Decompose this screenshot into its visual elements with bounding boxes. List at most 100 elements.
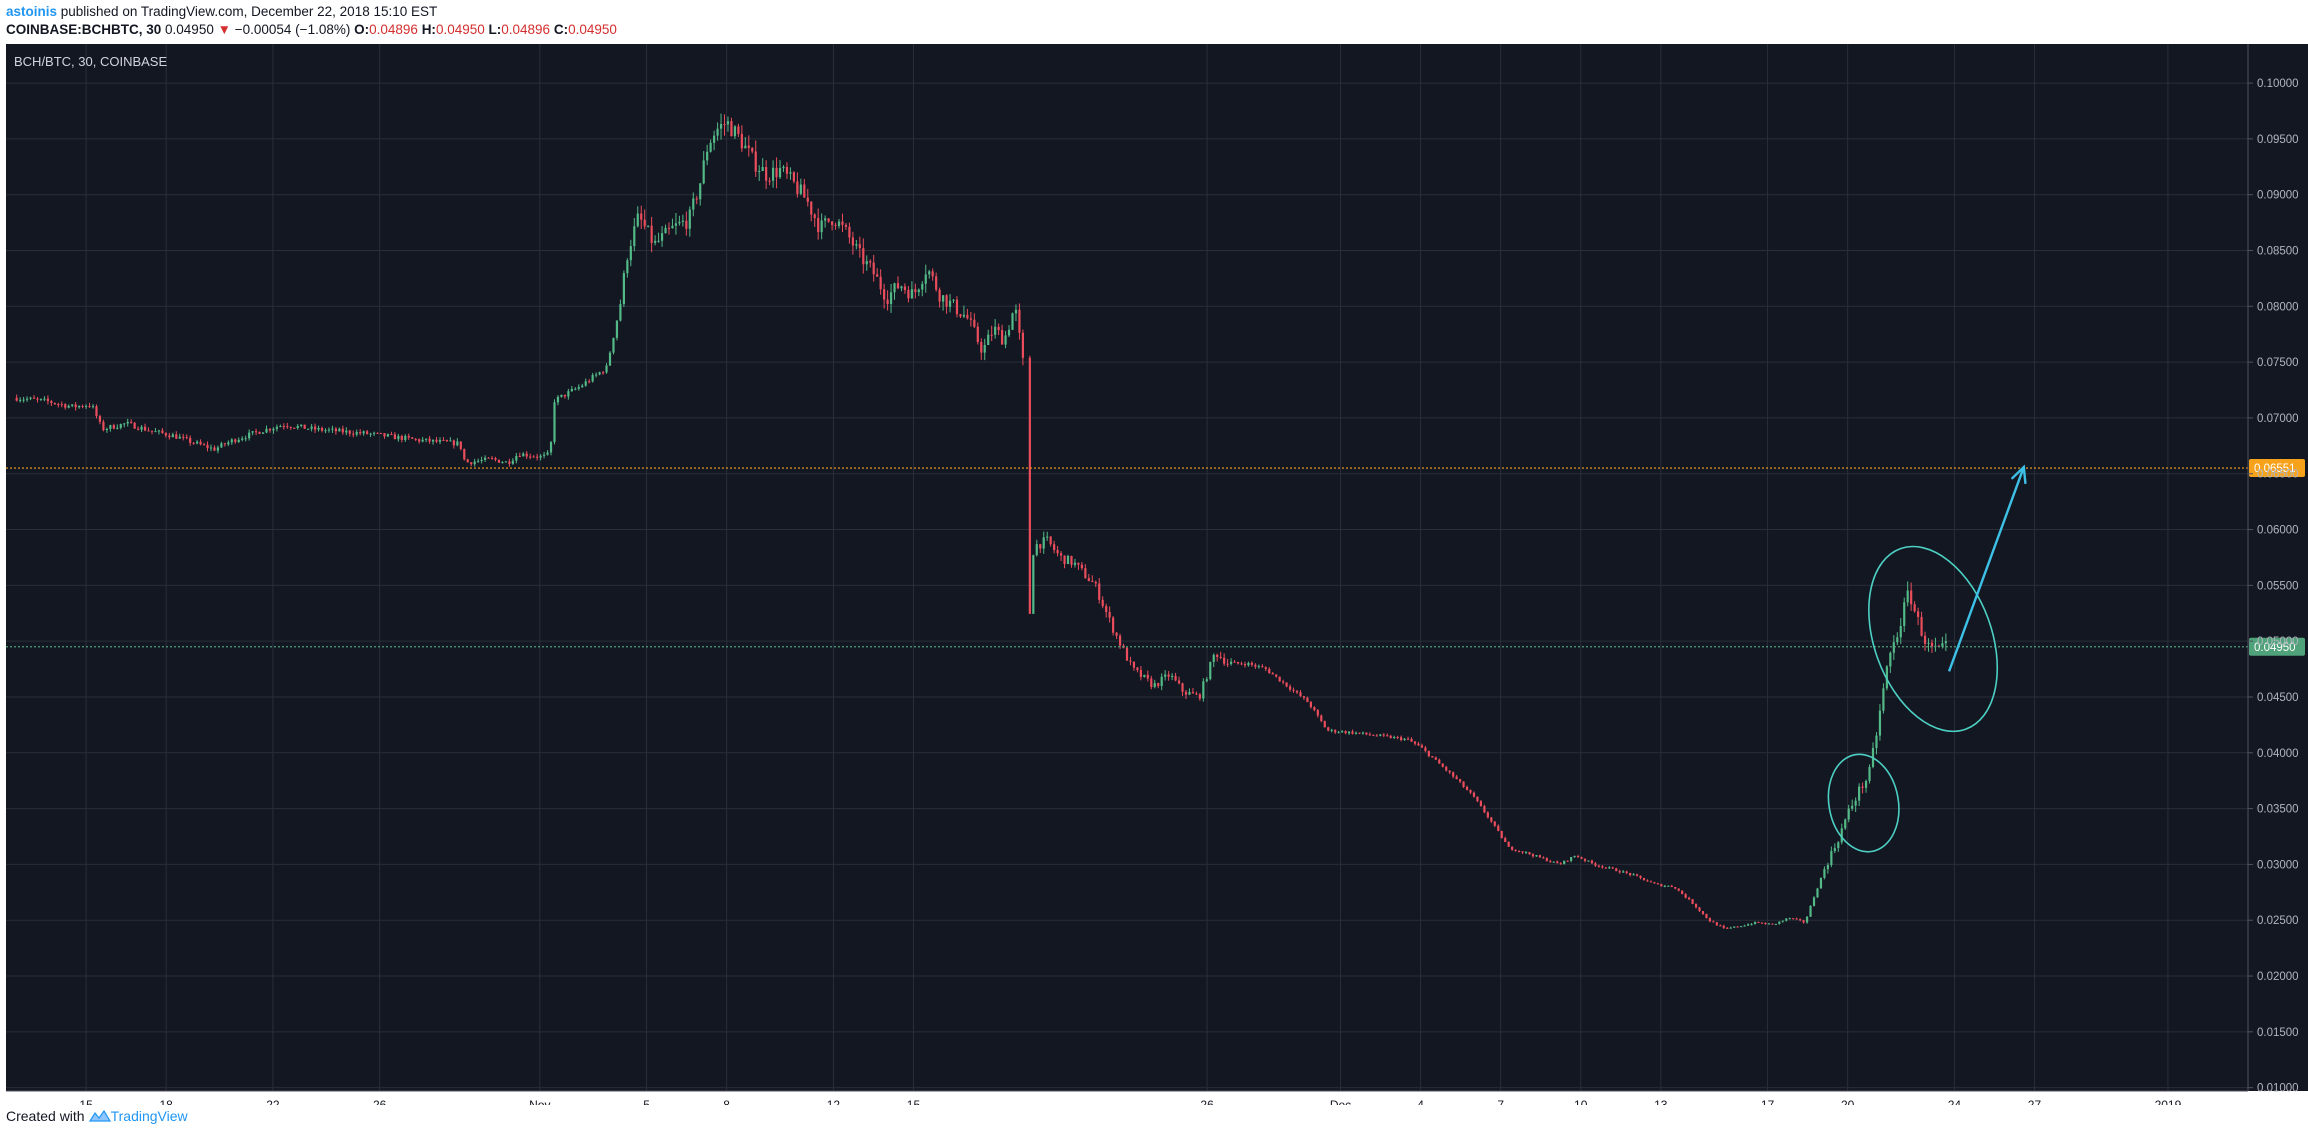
candle-up bbox=[25, 398, 29, 400]
candle-down bbox=[1531, 854, 1535, 857]
candle-up bbox=[1073, 562, 1077, 565]
candle-up bbox=[504, 461, 508, 463]
candle-up bbox=[154, 431, 157, 433]
candle-down bbox=[487, 457, 490, 459]
candle-down bbox=[980, 342, 983, 353]
y-tick-label: 0.09500 bbox=[2257, 134, 2299, 146]
price-chart[interactable]: 0.06551 0.04950 0.10000 0.09500 0.09000 0.08… bbox=[0, 0, 2308, 1105]
candle-up bbox=[633, 226, 636, 247]
candle-down bbox=[1719, 925, 1722, 927]
candle-down bbox=[1094, 581, 1097, 584]
candle-up bbox=[1774, 923, 1777, 925]
candle-up bbox=[522, 453, 525, 457]
candle-down bbox=[1590, 860, 1594, 864]
candle-up bbox=[917, 289, 920, 293]
candle-up bbox=[1889, 652, 1892, 667]
candle-up bbox=[244, 438, 247, 440]
price-axis[interactable]: 0.10000 0.09500 0.09000 0.08500 0.08000 0.075… bbox=[2247, 44, 2299, 1095]
candle-down bbox=[886, 299, 889, 304]
candle-up bbox=[1778, 921, 1781, 924]
candle-down bbox=[1500, 830, 1503, 839]
candle-down bbox=[137, 428, 140, 430]
time-axis[interactable]: 15 18 22 26 Nov 5 8 12 15 26 Dec 4 7 10 13 17 20 24 27 2019 bbox=[6, 1090, 2248, 1105]
candle-down bbox=[46, 398, 50, 402]
y-tick-label: 0.03500 bbox=[2257, 804, 2299, 816]
x-tick-label: 8 bbox=[723, 1098, 730, 1105]
candle-down bbox=[1351, 731, 1354, 734]
candle-up bbox=[1663, 885, 1666, 887]
candle-up bbox=[171, 434, 174, 438]
candle-down bbox=[1295, 690, 1299, 693]
candle-down bbox=[268, 428, 272, 431]
candle-up bbox=[581, 385, 584, 388]
y-tick-label: 0.04000 bbox=[2257, 748, 2299, 760]
candle-down bbox=[1486, 812, 1489, 818]
candle-down bbox=[1920, 616, 1923, 636]
candle-up bbox=[598, 372, 601, 375]
candle-up bbox=[626, 260, 629, 274]
candle-down bbox=[1059, 553, 1063, 556]
candle-down bbox=[1115, 632, 1118, 636]
tradingview-link[interactable]: TradingView bbox=[88, 1108, 188, 1124]
candle-down bbox=[1417, 743, 1420, 746]
candle-down bbox=[1000, 330, 1004, 345]
candle-up bbox=[1927, 642, 1930, 644]
candle-up bbox=[272, 428, 275, 431]
candle-up bbox=[477, 460, 480, 462]
x-tick-label: 24 bbox=[1948, 1098, 1962, 1105]
candle-down bbox=[435, 439, 438, 442]
candle-up bbox=[501, 462, 504, 464]
candle-up bbox=[431, 439, 435, 442]
candle-up bbox=[1868, 766, 1871, 781]
candle-up bbox=[1171, 675, 1174, 677]
candle-up bbox=[67, 405, 70, 408]
candle-up bbox=[1899, 625, 1902, 638]
candle-down bbox=[1799, 919, 1802, 921]
candle-up bbox=[404, 436, 407, 440]
x-tick-label: Dec bbox=[1330, 1098, 1351, 1105]
candle-up bbox=[449, 440, 452, 442]
candle-down bbox=[775, 167, 778, 178]
candle-down bbox=[1268, 668, 1271, 674]
candle-up bbox=[369, 433, 372, 435]
candle-down bbox=[1566, 860, 1569, 862]
candle-down bbox=[1427, 750, 1430, 757]
candle-up bbox=[549, 442, 553, 453]
candle-down bbox=[747, 145, 750, 148]
created-with-label: Created with bbox=[6, 1108, 85, 1124]
candle-down bbox=[563, 394, 566, 397]
candle-up bbox=[1809, 905, 1812, 917]
candle-down bbox=[445, 440, 449, 442]
candle-down bbox=[390, 434, 393, 436]
candle-up bbox=[1858, 786, 1861, 801]
candle-up bbox=[636, 213, 639, 227]
candle-down bbox=[1722, 925, 1725, 928]
candle-down bbox=[376, 432, 379, 434]
candle-down bbox=[411, 437, 414, 439]
candle-down bbox=[98, 416, 102, 422]
author-link[interactable]: astoinis bbox=[6, 4, 58, 19]
candle-up bbox=[1885, 666, 1888, 689]
y-tick-label: 0.08500 bbox=[2257, 245, 2299, 257]
candle-up bbox=[921, 283, 924, 290]
candle-down bbox=[60, 404, 63, 406]
candle-down bbox=[383, 433, 386, 437]
candle-up bbox=[1337, 732, 1340, 734]
candle-down bbox=[1292, 689, 1295, 691]
candle-down bbox=[1358, 732, 1361, 734]
grid-lines bbox=[6, 44, 2248, 1091]
candle-down bbox=[695, 198, 698, 200]
symbol-label: COINBASE:BCHBTC, 30 bbox=[6, 22, 162, 37]
candle-up bbox=[230, 439, 233, 443]
candle-down bbox=[32, 397, 36, 399]
candle-down bbox=[15, 397, 18, 401]
candle-down bbox=[1677, 888, 1680, 891]
candle-down bbox=[133, 422, 136, 429]
candle-down bbox=[518, 455, 521, 457]
candle-down bbox=[872, 262, 875, 275]
candle-down bbox=[1917, 611, 1920, 617]
candle-up bbox=[241, 438, 244, 440]
candle-down bbox=[313, 426, 317, 430]
candle-up bbox=[1805, 916, 1809, 923]
candle-down bbox=[1674, 887, 1677, 889]
